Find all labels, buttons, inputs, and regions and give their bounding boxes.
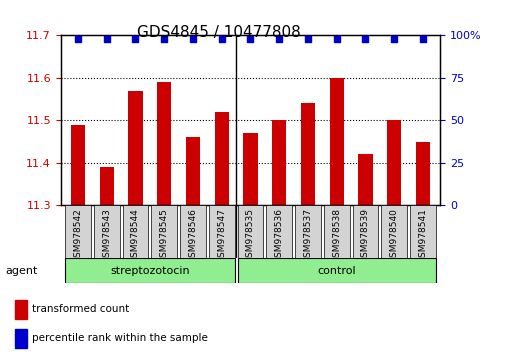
Text: GSM978539: GSM978539: [360, 208, 369, 263]
Point: [131, 36, 139, 42]
Text: GSM978546: GSM978546: [188, 208, 197, 263]
Point: [332, 36, 340, 42]
Text: GSM978547: GSM978547: [217, 208, 226, 263]
FancyBboxPatch shape: [122, 205, 148, 258]
FancyBboxPatch shape: [93, 205, 119, 258]
Bar: [272, 120, 286, 205]
Text: GSM978543: GSM978543: [102, 208, 111, 263]
Text: GSM978544: GSM978544: [131, 208, 140, 263]
Text: agent: agent: [5, 266, 37, 276]
Text: GSM978542: GSM978542: [73, 208, 82, 263]
FancyBboxPatch shape: [237, 205, 263, 258]
Bar: [386, 120, 400, 205]
Text: GSM978535: GSM978535: [245, 208, 255, 263]
Bar: [99, 167, 114, 205]
Point: [74, 36, 82, 42]
FancyBboxPatch shape: [180, 205, 206, 258]
Text: GSM978538: GSM978538: [332, 208, 340, 263]
Point: [217, 36, 225, 42]
Text: percentile rank within the sample: percentile rank within the sample: [32, 333, 208, 343]
FancyBboxPatch shape: [266, 205, 291, 258]
FancyBboxPatch shape: [381, 205, 407, 258]
FancyBboxPatch shape: [65, 205, 91, 258]
Bar: [243, 133, 257, 205]
FancyBboxPatch shape: [151, 205, 177, 258]
Text: transformed count: transformed count: [32, 304, 129, 314]
FancyBboxPatch shape: [409, 205, 435, 258]
Point: [418, 36, 426, 42]
Point: [160, 36, 168, 42]
Text: control: control: [317, 266, 356, 276]
Text: GSM978541: GSM978541: [418, 208, 427, 263]
Bar: [15, 300, 27, 319]
Bar: [71, 125, 85, 205]
Bar: [329, 78, 343, 205]
Text: GSM978540: GSM978540: [389, 208, 398, 263]
Text: GSM978537: GSM978537: [303, 208, 312, 263]
Point: [389, 36, 397, 42]
Point: [361, 36, 369, 42]
FancyBboxPatch shape: [352, 205, 378, 258]
Point: [304, 36, 312, 42]
FancyBboxPatch shape: [209, 205, 234, 258]
FancyBboxPatch shape: [294, 205, 320, 258]
Point: [246, 36, 254, 42]
Bar: [214, 112, 228, 205]
Text: streptozotocin: streptozotocin: [110, 266, 189, 276]
Bar: [15, 329, 27, 348]
FancyBboxPatch shape: [323, 205, 349, 258]
Bar: [415, 142, 429, 205]
Point: [188, 36, 196, 42]
Bar: [185, 137, 200, 205]
Point: [103, 36, 111, 42]
FancyBboxPatch shape: [65, 258, 234, 283]
FancyBboxPatch shape: [237, 258, 435, 283]
Text: GDS4845 / 10477808: GDS4845 / 10477808: [136, 25, 300, 40]
Text: GSM978545: GSM978545: [160, 208, 168, 263]
Bar: [157, 82, 171, 205]
Point: [275, 36, 283, 42]
Bar: [358, 154, 372, 205]
Bar: [128, 91, 142, 205]
Bar: [300, 103, 315, 205]
Text: GSM978536: GSM978536: [274, 208, 283, 263]
